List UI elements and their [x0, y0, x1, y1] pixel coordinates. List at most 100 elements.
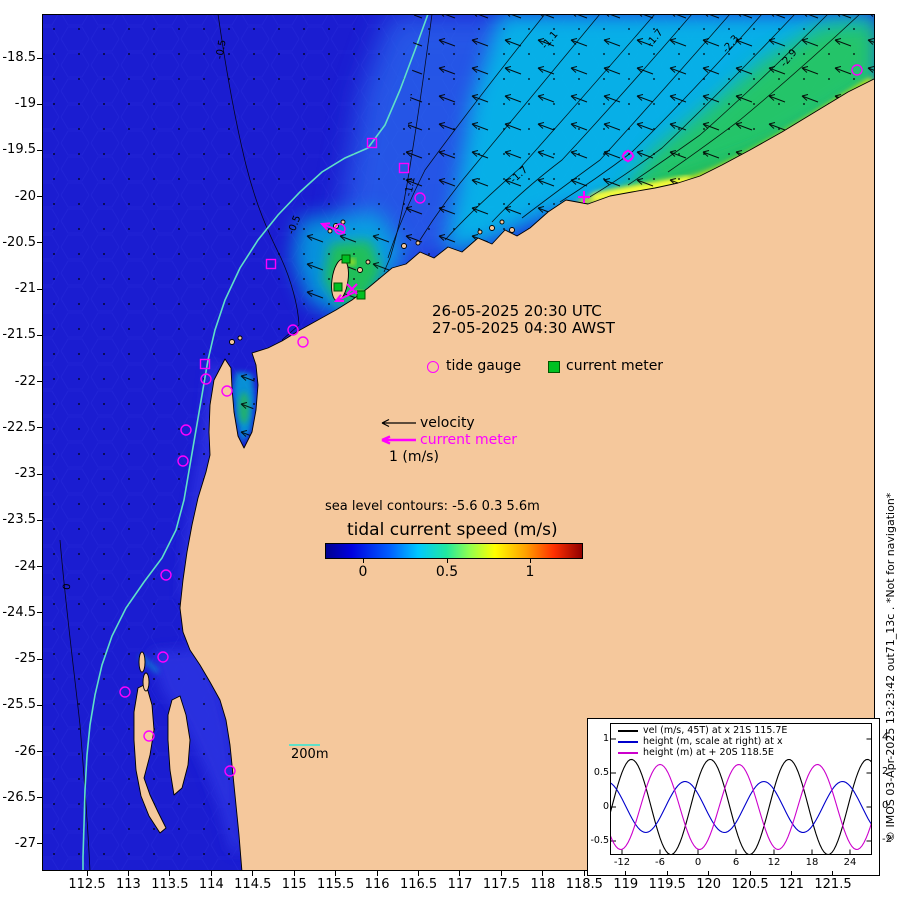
watermark-credit: © IMOS 03-Apr-2025 13:23:42 out71_13c . …: [884, 492, 897, 842]
y-axis-tick-label: -19: [14, 96, 36, 112]
inset-plot: [610, 723, 872, 855]
x-axis-tick-mark: [459, 871, 461, 876]
current-meter-icon: [548, 361, 560, 373]
depth-200m-label: 200m: [291, 747, 329, 762]
inset-x-tick-label: 6: [732, 857, 740, 868]
y-axis-tick-mark: [37, 473, 42, 475]
inset-x-tick-label: 0: [694, 857, 702, 868]
velocity-key-label: velocity: [420, 415, 475, 431]
x-axis-tick-mark: [583, 871, 585, 876]
tide-gauge-marker: [221, 385, 233, 397]
island: [237, 335, 243, 341]
x-axis-tick-label: 120.5: [731, 877, 769, 892]
island: [365, 259, 371, 265]
inset-timeseries-panel: vel (m/s, 45T) at x 21S 115.7E height (m,…: [587, 718, 880, 876]
x-axis-tick-mark: [418, 871, 420, 876]
inset-plot-box: [610, 723, 872, 855]
x-axis-tick-mark: [252, 871, 254, 876]
tide-gauge-marker: [414, 192, 426, 204]
island: [415, 240, 421, 246]
inset-x-tick-label: -6: [655, 857, 665, 868]
current-meter-marker: [333, 282, 343, 292]
y-axis-tick-label: -25.5: [2, 697, 36, 713]
tide-gauge-marker: [200, 373, 212, 385]
y-axis-tick-label: -20.5: [2, 234, 36, 250]
tide-gauge-marker: [287, 324, 299, 336]
y-axis-tick-mark: [37, 288, 42, 290]
tide-gauge-marker: [177, 455, 189, 467]
tide-gauge-marker: [143, 730, 155, 742]
x-axis-tick-label: 114: [198, 877, 224, 892]
x-axis-tick-mark: [791, 871, 793, 876]
inset-x-tick-label: 24: [843, 857, 857, 868]
tide-gauge-marker: [224, 765, 236, 777]
velocity-arrow-field: [231, 14, 875, 448]
y-axis-tick-label: -26.5: [2, 789, 36, 805]
y-axis-tick-label: -25: [14, 651, 36, 667]
sea-level-contour-note: sea level contours: -5.6 0.3 5.6m: [325, 499, 540, 514]
vector-scale-label: 1 (m/s): [389, 449, 439, 465]
inset-legend-item: vel (m/s, 45T) at x 21S 115.7E: [618, 725, 787, 736]
tide-gauge-icon: [427, 361, 439, 373]
tide-gauge-marker: [119, 686, 131, 698]
x-axis-tick-label: 116.5: [399, 877, 438, 892]
current-meter-vector: [333, 290, 358, 302]
inset-curve-height_at_x: [611, 780, 871, 834]
dorre-island: [142, 672, 150, 692]
x-axis-tick-label: 119: [613, 877, 639, 892]
colorbar-title: tidal current speed (m/s): [347, 520, 558, 540]
y-axis-tick-label: -19.5: [2, 142, 36, 158]
station-square-marker: [265, 258, 277, 270]
axes-frame: [42, 14, 875, 871]
y-axis-tick-mark: [37, 519, 42, 521]
mainland-coastline: [179, 77, 875, 871]
y-axis-tick-mark: [37, 427, 42, 429]
station-square-marker: [398, 162, 410, 174]
inset-x-tick-label: 12: [767, 857, 781, 868]
inset-y-left-tick-label: 1: [602, 733, 609, 744]
colorbar-tick-mark: [363, 559, 364, 563]
y-axis-tick-mark: [37, 843, 42, 845]
island: [489, 225, 495, 231]
inset-legend-label: vel (m/s, 45T) at x 21S 115.7E: [643, 725, 788, 736]
inset-legend-item: height (m) at + 20S 118.5E: [618, 747, 787, 758]
inset-y-right-tick-label: -2: [882, 834, 892, 845]
x-axis-tick-mark: [666, 871, 668, 876]
island: [509, 227, 515, 233]
x-axis-tick-mark: [86, 871, 88, 876]
colorbar-tick-label: 0.5: [435, 564, 459, 580]
x-axis-tick-label: 114.5: [234, 877, 272, 892]
y-axis-tick-label: -23: [14, 466, 36, 482]
bernier-island: [138, 651, 146, 673]
current-meter-vector: [319, 222, 346, 234]
inset-y-left-tick-label: 0: [602, 801, 609, 812]
island: [401, 243, 407, 249]
y-axis-tick-label: -21: [14, 281, 36, 297]
y-axis-tick-label: -22.5: [2, 419, 36, 435]
depth-200m-line: [289, 744, 320, 746]
land-layer: [133, 77, 875, 871]
x-axis-tick-label: 119.5: [648, 877, 686, 892]
x-axis-tick-mark: [210, 871, 212, 876]
x-axis-tick-label: 120: [696, 877, 722, 892]
current-meter-label: current meter: [566, 358, 664, 374]
island: [327, 228, 333, 234]
x-axis-tick-mark: [749, 871, 751, 876]
contour-label: -0.5: [214, 39, 228, 60]
current-meter-marker: [356, 290, 366, 300]
x-axis-tick-mark: [625, 871, 627, 876]
colorbar-tick-label: 0: [358, 564, 368, 580]
inset-legend-line: [618, 729, 638, 732]
x-axis-tick-label: 121.5: [814, 877, 852, 892]
y-axis-tick-mark: [37, 381, 42, 383]
inset-legend-label: height (m, scale at right) at x: [643, 736, 783, 747]
tide-gauge-marker: [297, 336, 309, 348]
island: [357, 267, 363, 273]
x-axis-tick-label: 117.5: [482, 877, 521, 892]
island: [477, 229, 483, 235]
contour-label: 0: [62, 583, 74, 590]
colorbar: [325, 543, 583, 559]
x-axis-tick-mark: [335, 871, 337, 876]
x-axis-tick-mark: [127, 871, 129, 876]
isobath-200m: [82, 14, 429, 871]
